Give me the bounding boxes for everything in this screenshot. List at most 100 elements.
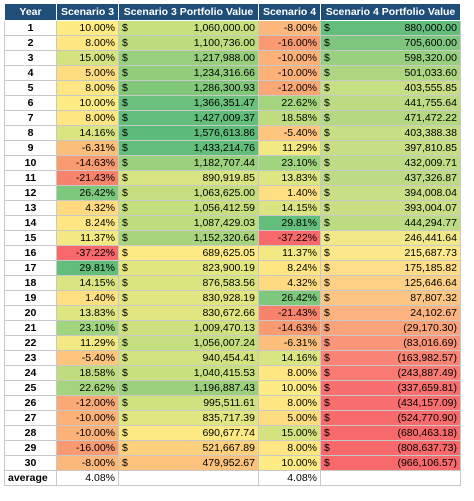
scenario-4-value-cell[interactable]: $175,185.82 bbox=[320, 260, 461, 276]
scenario-3-value-cell[interactable]: $521,667.89 bbox=[118, 440, 259, 456]
year-cell[interactable]: 25 bbox=[4, 380, 57, 396]
scenario-4-return-cell[interactable]: 8.24% bbox=[258, 260, 321, 276]
scenario-3-return-cell[interactable]: 10.00% bbox=[56, 95, 119, 111]
scenario-4-value-cell[interactable]: $215,687.73 bbox=[320, 245, 461, 261]
scenario-3-value-cell[interactable]: $1,366,351.47 bbox=[118, 95, 259, 111]
scenario-4-return-cell[interactable]: 1.40% bbox=[258, 185, 321, 201]
scenario-4-return-cell[interactable]: 8.00% bbox=[258, 440, 321, 456]
scenario-3-return-cell[interactable]: 29.81% bbox=[56, 260, 119, 276]
scenario-4-return-cell[interactable]: 14.15% bbox=[258, 200, 321, 216]
scenario-4-value-cell[interactable]: $598,320.00 bbox=[320, 50, 461, 66]
scenario-4-return-cell[interactable]: -16.00% bbox=[258, 35, 321, 51]
scenario-3-value-cell[interactable]: $830,672.66 bbox=[118, 305, 259, 321]
scenario-3-value-cell[interactable]: $479,952.67 bbox=[118, 455, 259, 471]
scenario-4-return-cell[interactable]: -6.31% bbox=[258, 335, 321, 351]
scenario-4-return-cell[interactable]: 29.81% bbox=[258, 215, 321, 231]
scenario-4-value-cell[interactable]: $705,600.00 bbox=[320, 35, 461, 51]
scenario-4-return-cell[interactable]: 14.16% bbox=[258, 350, 321, 366]
scenario-4-value-cell[interactable]: $87,807.32 bbox=[320, 290, 461, 306]
scenario-4-return-cell[interactable]: 15.00% bbox=[258, 425, 321, 441]
scenario-3-return-cell[interactable]: -21.43% bbox=[56, 170, 119, 186]
scenario-4-return-cell[interactable]: 8.00% bbox=[258, 365, 321, 381]
scenario-4-return-cell[interactable]: -10.00% bbox=[258, 50, 321, 66]
scenario-4-return-cell[interactable]: 13.83% bbox=[258, 170, 321, 186]
scenario-3-value-cell[interactable]: $689,625.05 bbox=[118, 245, 259, 261]
year-cell[interactable]: 10 bbox=[4, 155, 57, 171]
empty-cell[interactable] bbox=[118, 470, 259, 486]
header-scenario-3[interactable]: Scenario 3 bbox=[56, 3, 119, 21]
year-cell[interactable]: 12 bbox=[4, 185, 57, 201]
scenario-4-value-cell[interactable]: $24,102.67 bbox=[320, 305, 461, 321]
year-cell[interactable]: 26 bbox=[4, 395, 57, 411]
scenario-3-return-cell[interactable]: 23.10% bbox=[56, 320, 119, 336]
year-cell[interactable]: 18 bbox=[4, 275, 57, 291]
scenario-3-return-cell[interactable]: -16.00% bbox=[56, 440, 119, 456]
scenario-3-return-cell[interactable]: -10.00% bbox=[56, 425, 119, 441]
header-scenario-3-portfolio-value[interactable]: Scenario 3 Portfolio Value bbox=[118, 3, 259, 21]
scenario-4-value-cell[interactable]: $ (434,157.09) bbox=[320, 395, 461, 411]
scenario-4-value-cell[interactable]: $432,009.71 bbox=[320, 155, 461, 171]
year-cell[interactable]: 14 bbox=[4, 215, 57, 231]
scenario-4-value-cell[interactable]: $ (680,463.18) bbox=[320, 425, 461, 441]
year-cell[interactable]: 3 bbox=[4, 50, 57, 66]
scenario-3-return-cell[interactable]: -10.00% bbox=[56, 410, 119, 426]
scenario-3-return-cell[interactable]: 11.37% bbox=[56, 230, 119, 246]
scenario-3-return-cell[interactable]: -5.40% bbox=[56, 350, 119, 366]
year-cell[interactable]: 11 bbox=[4, 170, 57, 186]
scenario-3-value-cell[interactable]: $1,056,412.59 bbox=[118, 200, 259, 216]
scenario-4-return-cell[interactable]: 5.00% bbox=[258, 410, 321, 426]
scenario-4-value-cell[interactable]: $246,441.64 bbox=[320, 230, 461, 246]
scenario-4-value-cell[interactable]: $393,004.07 bbox=[320, 200, 461, 216]
scenario-3-return-cell[interactable]: 1.40% bbox=[56, 290, 119, 306]
year-cell[interactable]: 27 bbox=[4, 410, 57, 426]
scenario-4-return-cell[interactable]: 26.42% bbox=[258, 290, 321, 306]
scenario-4-value-cell[interactable]: $444,294.77 bbox=[320, 215, 461, 231]
scenario-4-average[interactable]: 4.08% bbox=[258, 470, 321, 486]
scenario-3-return-cell[interactable]: 4.32% bbox=[56, 200, 119, 216]
scenario-3-return-cell[interactable]: 22.62% bbox=[56, 380, 119, 396]
scenario-4-value-cell[interactable]: $880,000.00 bbox=[320, 20, 461, 36]
scenario-3-value-cell[interactable]: $823,900.19 bbox=[118, 260, 259, 276]
scenario-4-return-cell[interactable]: 11.29% bbox=[258, 140, 321, 156]
scenario-4-value-cell[interactable]: $403,388.38 bbox=[320, 125, 461, 141]
year-cell[interactable]: 17 bbox=[4, 260, 57, 276]
scenario-4-return-cell[interactable]: 22.62% bbox=[258, 95, 321, 111]
year-cell[interactable]: 13 bbox=[4, 200, 57, 216]
year-cell[interactable]: 7 bbox=[4, 110, 57, 126]
scenario-3-return-cell[interactable]: 8.00% bbox=[56, 35, 119, 51]
scenario-3-value-cell[interactable]: $1,286,300.93 bbox=[118, 80, 259, 96]
scenario-3-value-cell[interactable]: $1,009,470.13 bbox=[118, 320, 259, 336]
scenario-3-value-cell[interactable]: $1,040,415.53 bbox=[118, 365, 259, 381]
scenario-4-value-cell[interactable]: $ (337,659.81) bbox=[320, 380, 461, 396]
scenario-3-return-cell[interactable]: 11.29% bbox=[56, 335, 119, 351]
scenario-4-value-cell[interactable]: $437,326.87 bbox=[320, 170, 461, 186]
scenario-4-value-cell[interactable]: $ (524,770.90) bbox=[320, 410, 461, 426]
scenario-3-return-cell[interactable]: 10.00% bbox=[56, 20, 119, 36]
scenario-3-value-cell[interactable]: $830,928.19 bbox=[118, 290, 259, 306]
scenario-4-return-cell[interactable]: 18.58% bbox=[258, 110, 321, 126]
scenario-3-value-cell[interactable]: $1,433,214.76 bbox=[118, 140, 259, 156]
scenario-3-value-cell[interactable]: $1,234,316.66 bbox=[118, 65, 259, 81]
year-cell[interactable]: 9 bbox=[4, 140, 57, 156]
scenario-4-value-cell[interactable]: $471,472.22 bbox=[320, 110, 461, 126]
year-cell[interactable]: 21 bbox=[4, 320, 57, 336]
scenario-3-value-cell[interactable]: $1,063,625.00 bbox=[118, 185, 259, 201]
scenario-4-return-cell[interactable]: -37.22% bbox=[258, 230, 321, 246]
scenario-4-return-cell[interactable]: 4.32% bbox=[258, 275, 321, 291]
scenario-4-return-cell[interactable]: 10.00% bbox=[258, 455, 321, 471]
year-cell[interactable]: 22 bbox=[4, 335, 57, 351]
scenario-3-return-cell[interactable]: -12.00% bbox=[56, 395, 119, 411]
scenario-4-return-cell[interactable]: 10.00% bbox=[258, 380, 321, 396]
scenario-4-value-cell[interactable]: $125,646.64 bbox=[320, 275, 461, 291]
scenario-4-value-cell[interactable]: $397,810.85 bbox=[320, 140, 461, 156]
scenario-3-value-cell[interactable]: $1,576,613.86 bbox=[118, 125, 259, 141]
average-label[interactable]: average bbox=[4, 470, 57, 486]
year-cell[interactable]: 6 bbox=[4, 95, 57, 111]
scenario-4-value-cell[interactable]: $ (243,887.49) bbox=[320, 365, 461, 381]
scenario-3-return-cell[interactable]: 5.00% bbox=[56, 65, 119, 81]
scenario-4-value-cell[interactable]: $441,755.64 bbox=[320, 95, 461, 111]
year-cell[interactable]: 20 bbox=[4, 305, 57, 321]
header-year[interactable]: Year bbox=[4, 3, 57, 21]
scenario-3-value-cell[interactable]: $1,196,887.43 bbox=[118, 380, 259, 396]
scenario-3-value-cell[interactable]: $1,056,007.24 bbox=[118, 335, 259, 351]
